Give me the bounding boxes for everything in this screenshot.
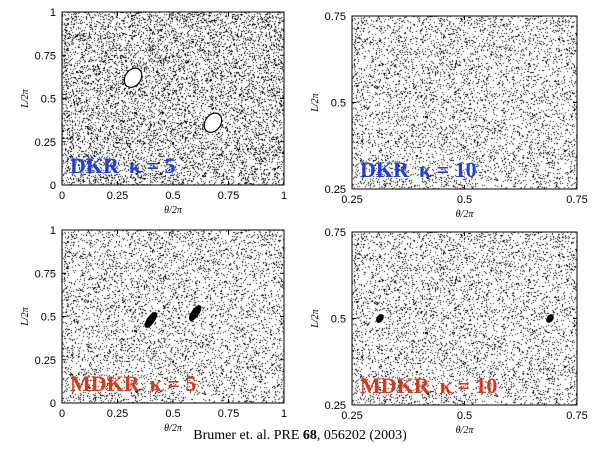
- panel-label: MDKR κ = 5: [70, 371, 196, 396]
- y-tick-label: 0: [50, 398, 56, 410]
- y-tick-label: 0.75: [35, 50, 56, 62]
- scatter-points: [352, 16, 577, 189]
- island-2: [203, 112, 223, 133]
- scatter-points: [62, 12, 284, 185]
- y-tick-label: 0: [50, 180, 56, 192]
- x-tick-label: 0.25: [107, 408, 128, 420]
- citation-prefix: Brumer et. al. PRE: [193, 428, 303, 443]
- panel-label: DKR κ = 10: [360, 157, 477, 182]
- y-tick-label: 0.5: [41, 94, 56, 106]
- island-2: [188, 305, 202, 321]
- y-tick-label: 0.25: [325, 400, 346, 412]
- y-axis-label: L/2π: [20, 88, 31, 108]
- y-axis-label: L/2π: [20, 306, 31, 326]
- x-axis-label: θ/2π: [164, 423, 183, 434]
- y-tick-label: 1: [50, 225, 56, 237]
- x-tick-label: 0.75: [566, 410, 587, 422]
- island-1: [376, 314, 384, 323]
- chart-panel-4: 0.25 0.5 0.75 0.25 0.5 0.75 θ/2π L/2π MDKR κ = 10: [310, 227, 588, 436]
- y-axis-label: L/2π: [310, 92, 321, 112]
- y-tick-label: 0.25: [325, 184, 346, 196]
- chart-panel-1: 0 0.25 0.5 0.75 1 0 0.25 0.5 0.75 1 θ/2π L/2π DKR κ =…: [20, 7, 287, 216]
- y-tick-label: 1: [50, 7, 56, 19]
- x-tick-label: 0.25: [341, 410, 362, 422]
- island-1: [144, 312, 158, 328]
- x-tick-label: 0.5: [165, 190, 180, 202]
- panel-label-model: MDKR: [360, 373, 431, 398]
- panel-label-kappa: κ = 5: [129, 153, 176, 178]
- y-tick-label: 0.5: [331, 314, 346, 326]
- x-tick-label: 0.5: [165, 408, 180, 420]
- chart-panel-3: 0 0.25 0.5 0.75 1 0 0.25 0.5 0.75 1 θ/2π L/2π MDKR κ …: [20, 225, 287, 434]
- y-tick-label: 0.75: [325, 227, 346, 239]
- x-tick-label: 0.5: [457, 194, 472, 206]
- x-tick-label: 0.25: [341, 194, 362, 206]
- x-axis-label: θ/2π: [456, 209, 475, 220]
- y-tick-label: 0.75: [325, 11, 346, 23]
- x-tick-label: 0: [59, 190, 65, 202]
- panel-label-model: DKR: [360, 157, 410, 182]
- chart-panel-2: 0.25 0.5 0.75 0.25 0.5 0.75 θ/2π L/2π DKR κ = 10: [310, 11, 588, 220]
- x-tick-label: 1: [281, 190, 287, 202]
- scatter-points: [352, 232, 577, 405]
- citation-volume: 68: [302, 428, 317, 443]
- y-tick-label: 0.75: [35, 268, 56, 280]
- x-tick-label: 0.75: [218, 190, 239, 202]
- x-axis-label: θ/2π: [164, 205, 183, 216]
- x-axis-label: θ/2π: [456, 425, 475, 436]
- panel-label-model: DKR: [70, 153, 120, 178]
- x-tick-label: 1: [281, 408, 287, 420]
- y-axis-label: L/2π: [310, 308, 321, 328]
- citation-suffix: , 056202 (2003): [316, 428, 407, 443]
- y-tick-label: 0.25: [35, 137, 56, 149]
- x-tick-label: 0.75: [566, 194, 587, 206]
- y-tick-label: 0.5: [41, 312, 56, 324]
- panel-label: DKR κ = 5: [70, 153, 176, 178]
- x-tick-label: 0.25: [107, 190, 128, 202]
- x-tick-label: 0.5: [457, 410, 472, 422]
- panel-label-kappa: κ = 10: [419, 157, 477, 182]
- citation: Brumer et. al. PRE 68, 056202 (2003): [0, 428, 600, 444]
- panel-label-kappa: κ = 10: [440, 373, 498, 398]
- panel-label-model: MDKR: [70, 371, 141, 396]
- panel-label-kappa: κ = 5: [150, 371, 197, 396]
- scatter-points: [62, 230, 284, 403]
- x-tick-label: 0: [59, 408, 65, 420]
- y-tick-label: 0.25: [35, 355, 56, 367]
- island-2: [546, 314, 554, 323]
- x-tick-label: 0.75: [218, 408, 239, 420]
- panel-label: MDKR κ = 10: [360, 373, 497, 398]
- island-1: [123, 67, 143, 88]
- y-tick-label: 0.5: [331, 98, 346, 110]
